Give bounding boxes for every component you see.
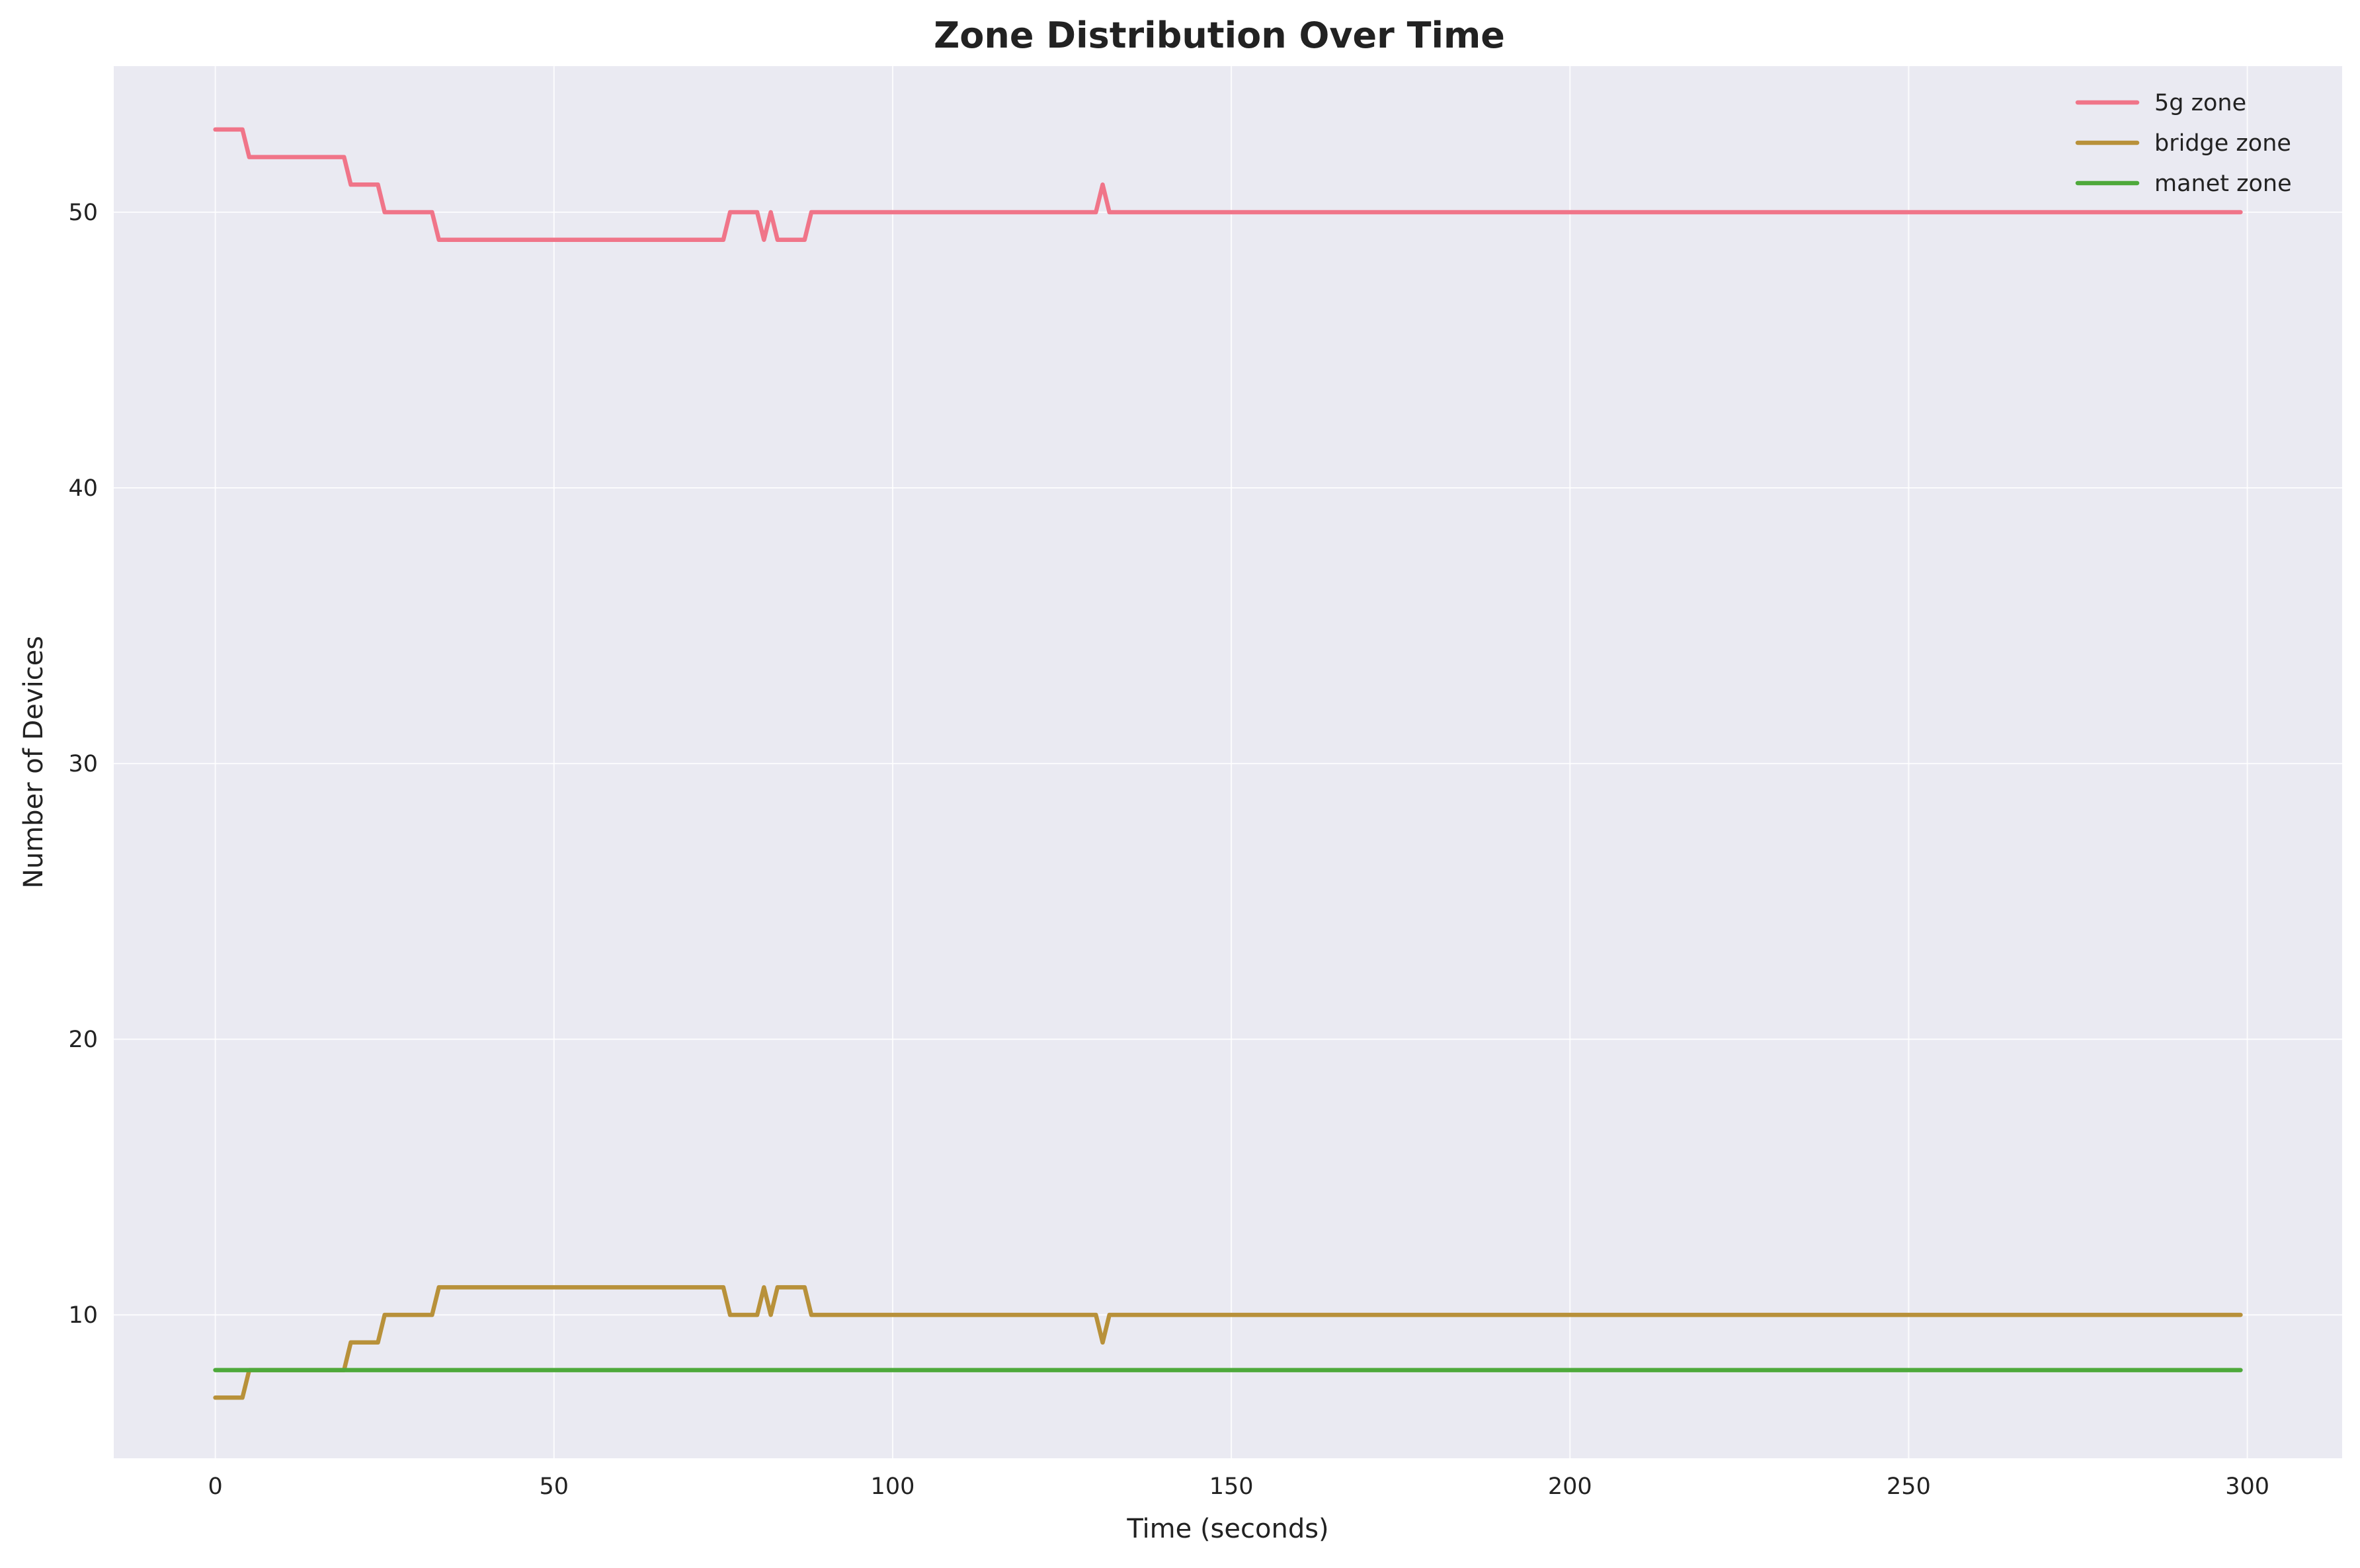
- legend-label: bridge zone: [2154, 130, 2291, 157]
- x-tick-label: 250: [1887, 1473, 1931, 1500]
- x-tick-label: 50: [540, 1473, 569, 1500]
- y-axis-label: Number of Devices: [19, 636, 49, 888]
- x-tick-label: 150: [1209, 1473, 1254, 1500]
- legend-label: manet zone: [2154, 171, 2292, 197]
- legend-label: 5g zone: [2154, 90, 2246, 116]
- tick-labels: 0 50 100 150 200 250 300 10 20 30 40 50: [68, 200, 2269, 1500]
- y-tick-label: 40: [68, 475, 98, 502]
- series-line-5g-zone: [213, 127, 2243, 242]
- x-tick-label: 200: [1548, 1473, 1592, 1500]
- chart-title: Zone Distribution Over Time: [934, 15, 1505, 56]
- y-tick-label: 50: [68, 200, 98, 226]
- series-line-bridge-zone: [213, 1285, 2243, 1400]
- y-tick-label: 30: [68, 751, 98, 777]
- x-tick-label: 100: [871, 1473, 915, 1500]
- x-tick-label: 0: [208, 1473, 223, 1500]
- x-axis-label: Time (seconds): [1126, 1514, 1328, 1544]
- x-tick-label: 300: [2225, 1473, 2269, 1500]
- grid-lines: [114, 66, 2342, 1458]
- series-lines: [213, 127, 2243, 1400]
- legend: 5g zone bridge zone manet zone: [2075, 90, 2292, 197]
- y-tick-label: 10: [68, 1302, 98, 1329]
- y-tick-label: 20: [68, 1027, 98, 1053]
- plot-area-background: [114, 66, 2342, 1458]
